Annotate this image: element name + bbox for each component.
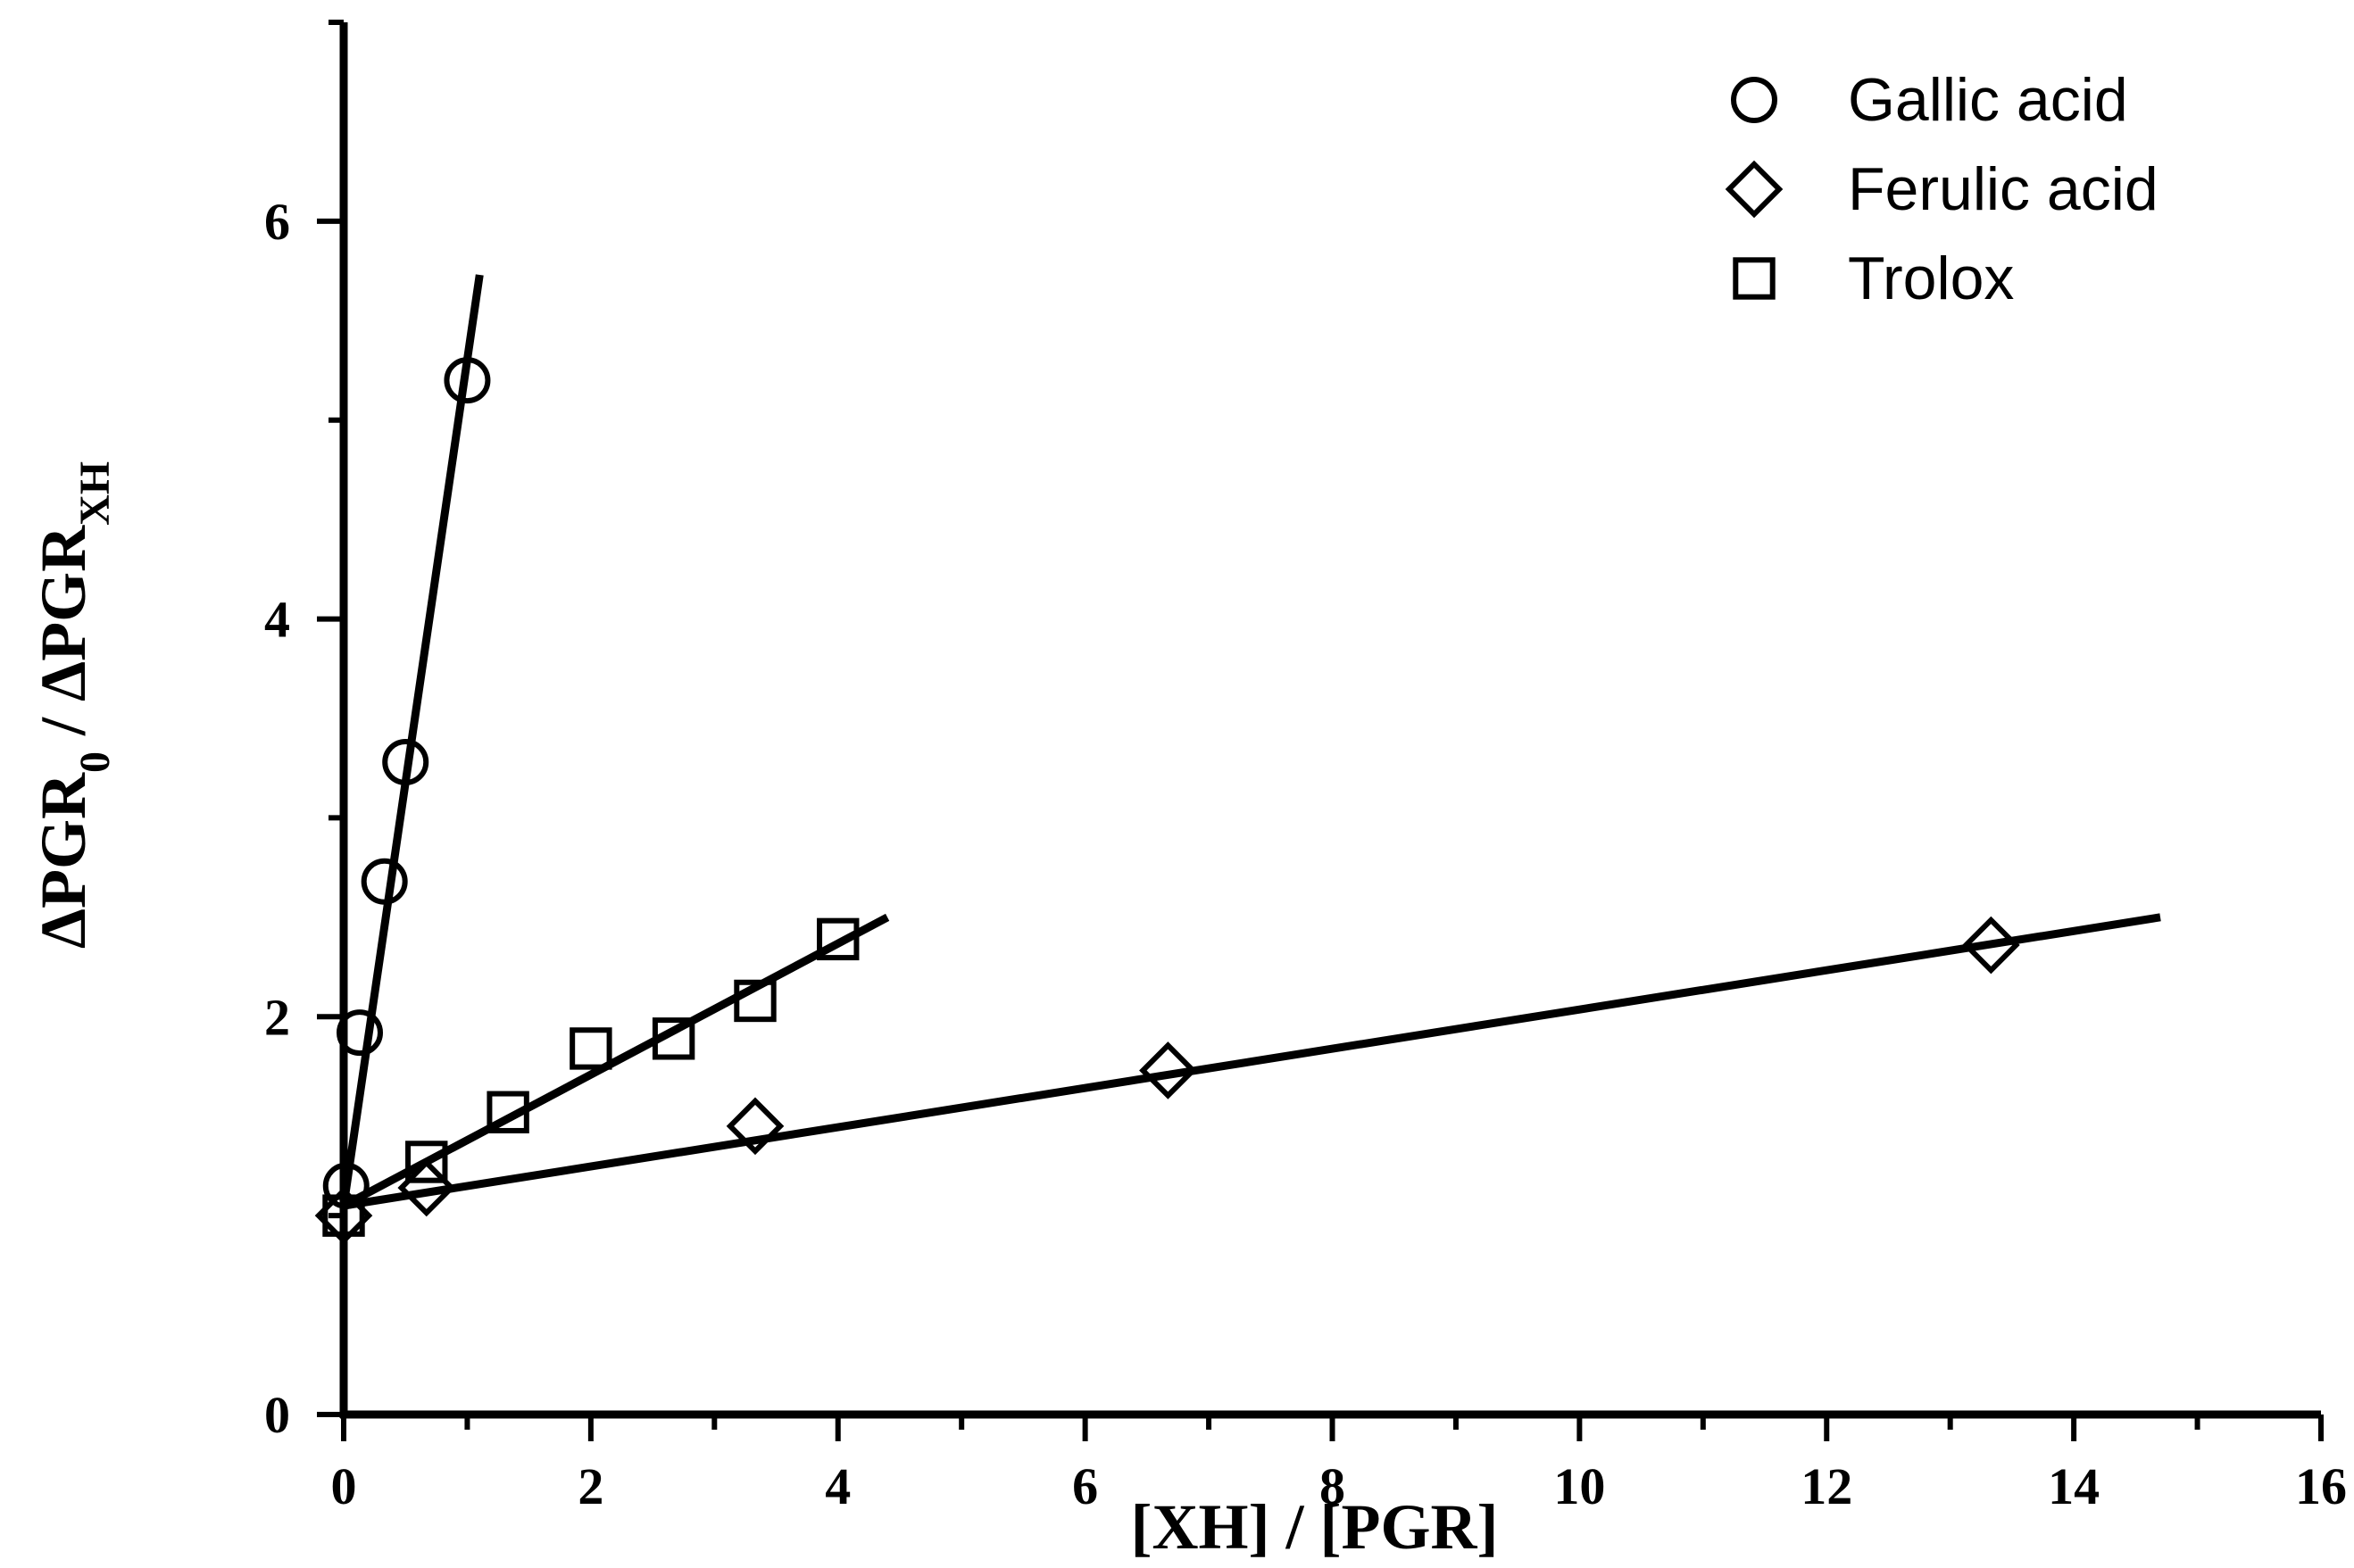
x-axis-title: [XH] / [PGR]: [1131, 1491, 1499, 1563]
data-point-gallic-acid: [444, 357, 491, 404]
legend-marker-trolox: [1733, 257, 1776, 300]
fit-line-trolox: [341, 913, 890, 1209]
data-point-gallic-acid: [361, 858, 408, 905]
data-point-trolox: [487, 1091, 529, 1133]
data-point-ferulic-acid: [726, 1097, 785, 1156]
x-tick-label: 14: [2048, 1457, 2100, 1515]
data-point-gallic-acid: [336, 1009, 383, 1057]
y-axis-title-sep: / ΔPGR: [28, 525, 99, 751]
x-tick-label: 10: [1553, 1457, 1605, 1515]
y-axis-title-main: ΔPGR: [28, 772, 99, 949]
x-tick-label: 0: [331, 1457, 357, 1515]
fit-line-ferulic-acid: [343, 913, 2161, 1210]
legend-marker-ferulic-acid: [1725, 160, 1784, 219]
y-tick-label: 6: [264, 193, 290, 251]
data-point-trolox: [652, 1017, 695, 1060]
legend-label-ferulic-acid: Ferulic acid: [1848, 155, 2159, 223]
data-point-trolox: [322, 1194, 365, 1237]
ticks: 0 2 4 6 8 10 12 14 16 0 2 4 6: [264, 20, 2347, 1515]
data-point-ferulic-acid: [1139, 1041, 1197, 1099]
y-axis-title-subxh: XH: [71, 461, 119, 526]
data-point-ferulic-acid: [1962, 916, 2020, 975]
y-axis-title: ΔPGR0 / ΔPGRXH: [28, 461, 119, 949]
x-tick-label: 16: [2295, 1457, 2347, 1515]
x-tick-label: 8: [1319, 1457, 1345, 1515]
x-tick-label: 4: [825, 1457, 851, 1515]
data-markers: [314, 357, 2020, 1245]
data-point-gallic-acid: [382, 739, 429, 786]
data-point-trolox: [817, 917, 860, 961]
legend-label-gallic-acid: Gallic acid: [1848, 66, 2128, 134]
x-tick-label: 6: [1072, 1457, 1098, 1515]
x-tick-label: 2: [578, 1457, 603, 1515]
data-point-trolox: [570, 1027, 612, 1070]
data-point-trolox: [405, 1141, 448, 1183]
data-point-trolox: [734, 979, 777, 1023]
data-point-gallic-acid: [322, 1162, 370, 1209]
x-tick-label: 12: [1801, 1457, 1852, 1515]
y-tick-label: 4: [264, 591, 290, 649]
y-tick-label: 0: [264, 1386, 290, 1444]
y-tick-label: 2: [264, 988, 290, 1046]
legend: Gallic acid Ferulic acid Trolox: [1725, 66, 2159, 312]
legend-marker-gallic-acid: [1731, 77, 1777, 123]
legend-label-trolox: Trolox: [1848, 245, 2014, 312]
y-axis-title-sub0: 0: [71, 751, 119, 773]
fit-lines: [339, 274, 2161, 1210]
axes: [339, 22, 2321, 1419]
